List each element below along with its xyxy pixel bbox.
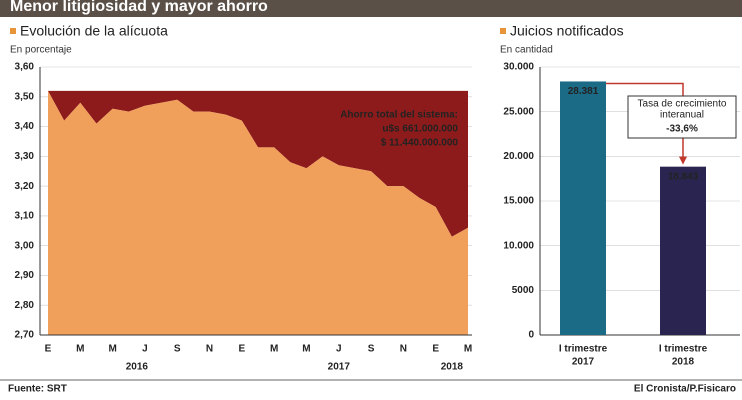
y-tick-label: 3,00 <box>15 240 35 251</box>
annotation: Tasa de crecimiento <box>638 99 727 110</box>
x-tick-label: 2018 <box>672 357 695 368</box>
y-tick-label: 3,10 <box>15 211 35 222</box>
x-tick-label: S <box>368 344 375 355</box>
x-tick-label: I trimestre <box>559 344 608 355</box>
savings-area <box>48 90 468 237</box>
year-label: 2016 <box>126 362 149 373</box>
x-tick-label: M <box>302 344 310 355</box>
arrow-head <box>679 156 687 165</box>
x-tick-label: N <box>400 344 407 355</box>
y-tick-label: 15.000 <box>503 196 534 207</box>
y-tick-label: 2,80 <box>15 300 35 311</box>
x-tick-label: M <box>270 344 278 355</box>
x-tick-label: E <box>432 344 439 355</box>
x-tick-label: E <box>45 344 52 355</box>
y-tick-label: 25.000 <box>503 106 534 117</box>
y-tick-label: 3,60 <box>15 62 35 73</box>
y-tick-label: 2,70 <box>15 330 35 341</box>
bullet <box>10 28 16 34</box>
header-title: Menor litigiosidad y mayor ahorro <box>10 0 268 15</box>
bar <box>560 81 606 335</box>
x-tick-label: M <box>76 344 84 355</box>
y-tick-label: 5000 <box>512 285 535 296</box>
y-tick-label: 3,30 <box>15 151 35 162</box>
y-tick-label: 3,40 <box>15 121 35 132</box>
chart-title: Juicios notificados <box>510 23 624 39</box>
y-tick-label: 30.000 <box>503 62 534 73</box>
charts: 2,70 2,80 2,90 3,00 3,10 3,20 3,30 3,40 3,50 3,60… <box>15 62 740 373</box>
chart-subtitle: En porcentaje <box>10 45 72 56</box>
year-label: 2017 <box>328 362 351 373</box>
annotation: interanual <box>660 110 704 121</box>
x-tick-label: N <box>206 344 213 355</box>
bar <box>660 166 706 335</box>
annotation: Ahorro total del sistema: <box>340 110 458 121</box>
footer-credit: El Cronista/P.Fisicaro <box>634 384 736 395</box>
chart-subtitle: En cantidad <box>500 45 553 56</box>
x-tick-label: I trimestre <box>659 344 708 355</box>
y-tick-label: 3,50 <box>15 91 35 102</box>
bullet <box>500 28 506 34</box>
x-tick-label: E <box>239 344 246 355</box>
x-tick-label: J <box>142 344 148 355</box>
header-bar <box>0 0 742 17</box>
x-tick-label: M <box>464 344 472 355</box>
value-label: 18.843 <box>668 171 699 182</box>
annotation-value: -33,6% <box>666 124 698 135</box>
annotation-box <box>627 95 737 139</box>
y-tick-label: 0 <box>528 330 534 341</box>
x-tick-label: J <box>336 344 342 355</box>
x-tick-label: S <box>174 344 181 355</box>
y-tick-label: 2,90 <box>15 270 35 281</box>
annotation: $ 11.440.000.000 <box>381 138 459 149</box>
rate-area <box>48 90 468 335</box>
year-label: 2018 <box>441 362 464 373</box>
value-label: 28.381 <box>568 86 599 97</box>
footer-source: Fuente: SRT <box>8 384 67 395</box>
y-tick-label: 20.000 <box>503 151 534 162</box>
y-tick-label: 3,20 <box>15 181 35 192</box>
x-tick-label: 2017 <box>572 357 595 368</box>
chart-title: Evolución de la alícuota <box>20 23 168 39</box>
y-tick-label: 10.000 <box>503 240 534 251</box>
annotation: u$s 661.000.000 <box>382 124 458 135</box>
x-tick-label: M <box>108 344 116 355</box>
